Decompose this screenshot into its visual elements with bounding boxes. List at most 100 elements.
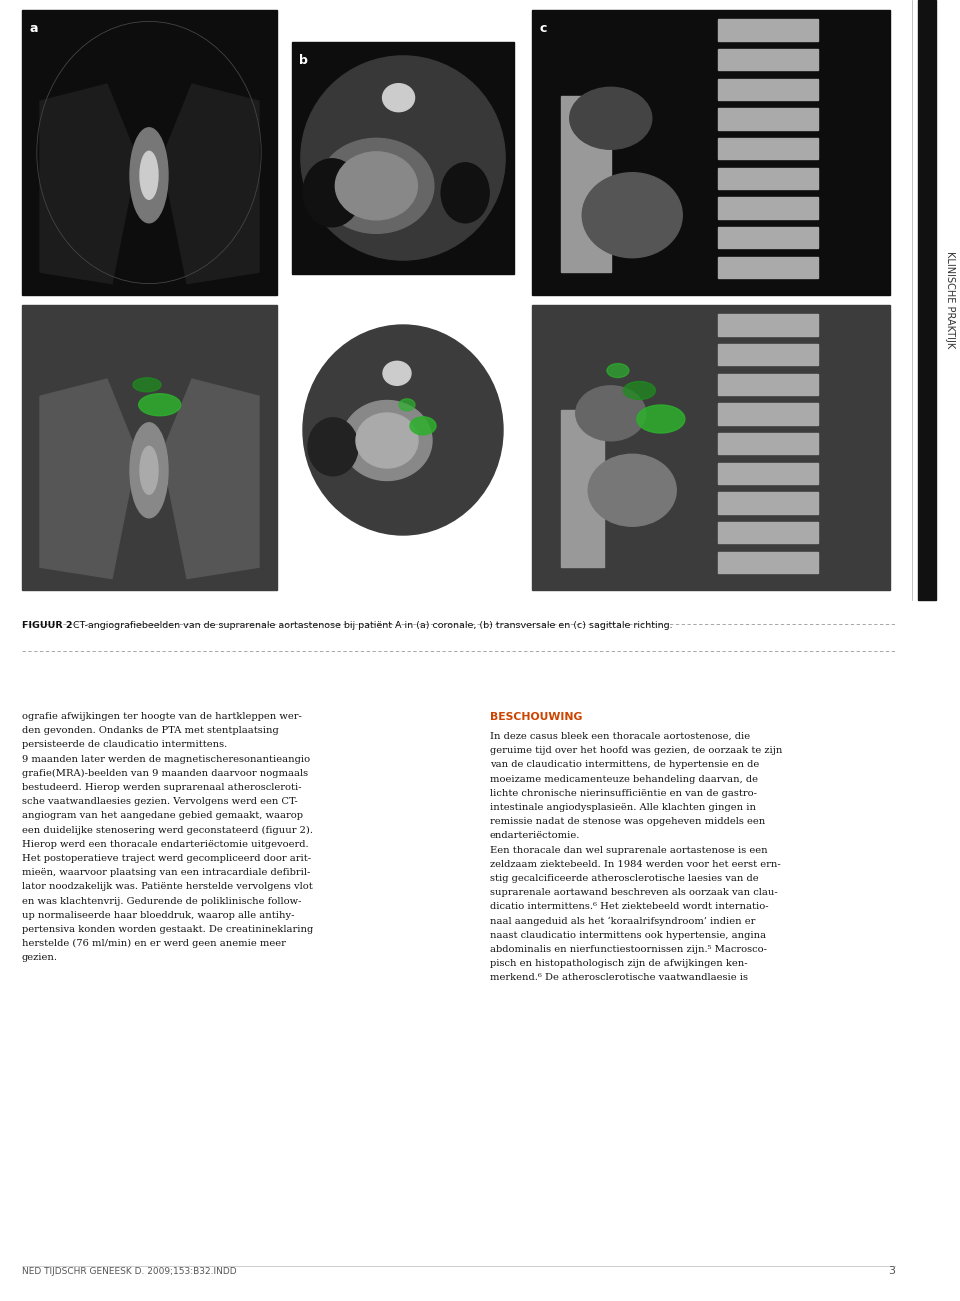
Bar bbox=[718, 433, 818, 454]
Text: In deze casus bleek een thoracale aortostenose, die: In deze casus bleek een thoracale aortos… bbox=[490, 732, 750, 742]
Text: persisteerde de claudicatio intermittens.: persisteerde de claudicatio intermittens… bbox=[22, 740, 228, 749]
Text: KLINISCHE PRAKTIJK: KLINISCHE PRAKTIJK bbox=[945, 251, 955, 349]
Bar bbox=[718, 373, 818, 396]
Ellipse shape bbox=[588, 454, 676, 526]
Text: lichte chronische nierinsufficiëntie en van de gastro-: lichte chronische nierinsufficiëntie en … bbox=[490, 788, 757, 798]
Ellipse shape bbox=[383, 362, 411, 385]
Text: a: a bbox=[29, 22, 37, 35]
Text: intestinale angiodysplasieën. Alle klachten gingen in: intestinale angiodysplasieën. Alle klach… bbox=[490, 803, 756, 812]
Ellipse shape bbox=[342, 401, 432, 480]
Bar bbox=[918, 0, 936, 600]
Bar bbox=[22, 10, 277, 295]
Ellipse shape bbox=[410, 416, 436, 435]
Text: Het postoperatieve traject werd gecompliceerd door arit-: Het postoperatieve traject werd gecompli… bbox=[22, 853, 311, 863]
Text: abdominalis en nierfunctiestoornissen zijn.⁵ Macrosco-: abdominalis en nierfunctiestoornissen zi… bbox=[490, 945, 767, 954]
Ellipse shape bbox=[140, 446, 158, 494]
Text: mieën, waarvoor plaatsing van een intracardiale defibril-: mieën, waarvoor plaatsing van een intrac… bbox=[22, 868, 310, 877]
Text: gezien.: gezien. bbox=[22, 954, 58, 963]
Polygon shape bbox=[40, 85, 137, 284]
Ellipse shape bbox=[399, 399, 415, 411]
Ellipse shape bbox=[582, 173, 683, 258]
Bar bbox=[292, 42, 514, 275]
Bar bbox=[718, 168, 818, 189]
Text: den gevonden. Ondanks de PTA met stentplaatsing: den gevonden. Ondanks de PTA met stentpl… bbox=[22, 726, 278, 735]
Text: up normaliseerde haar bloeddruk, waarop alle antihy-: up normaliseerde haar bloeddruk, waarop … bbox=[22, 911, 295, 920]
Text: naast claudicatio intermittens ook hypertensie, angina: naast claudicatio intermittens ook hyper… bbox=[490, 930, 766, 939]
Ellipse shape bbox=[303, 159, 361, 226]
Bar bbox=[718, 256, 818, 278]
Text: pisch en histopathologisch zijn de afwijkingen ken-: pisch en histopathologisch zijn de afwij… bbox=[490, 959, 748, 968]
Text: angiogram van het aangedane gebied gemaakt, waarop: angiogram van het aangedane gebied gemaa… bbox=[22, 812, 303, 821]
Text: Een thoracale dan wel suprarenale aortastenose is een: Een thoracale dan wel suprarenale aortas… bbox=[490, 846, 768, 855]
Polygon shape bbox=[40, 379, 137, 579]
Text: endarteriëctomie.: endarteriëctomie. bbox=[490, 831, 581, 840]
Bar bbox=[532, 10, 890, 295]
Text: stig gecalcificeerde atherosclerotische laesies van de: stig gecalcificeerde atherosclerotische … bbox=[490, 874, 758, 883]
Ellipse shape bbox=[132, 377, 161, 392]
Text: FIGUUR 2: FIGUUR 2 bbox=[22, 621, 73, 630]
Bar bbox=[718, 552, 818, 572]
Bar bbox=[718, 49, 818, 70]
Text: merkend.⁶ De atherosclerotische vaatwandlaesie is: merkend.⁶ De atherosclerotische vaatwand… bbox=[490, 973, 748, 982]
Polygon shape bbox=[162, 379, 259, 579]
Text: remissie nadat de stenose was opgeheven middels een: remissie nadat de stenose was opgeheven … bbox=[490, 817, 765, 826]
Ellipse shape bbox=[636, 405, 684, 433]
Text: Hierop werd een thoracale endarteriëctomie uitgevoerd.: Hierop werd een thoracale endarteriëcto… bbox=[22, 840, 308, 848]
Bar bbox=[532, 304, 890, 589]
Text: en was klachtenvrij. Gedurende de poliklinische follow-: en was klachtenvrij. Gedurende de polikl… bbox=[22, 896, 301, 905]
Ellipse shape bbox=[308, 418, 358, 476]
Ellipse shape bbox=[335, 152, 418, 220]
Text: grafie(MRA)-beelden van 9 maanden daarvoor nogmaals: grafie(MRA)-beelden van 9 maanden daarvo… bbox=[22, 769, 308, 778]
Text: suprarenale aortawand beschreven als oorzaak van clau-: suprarenale aortawand beschreven als oor… bbox=[490, 889, 778, 898]
Text: sche vaatwandlaesies gezien. Vervolgens werd een CT-: sche vaatwandlaesies gezien. Vervolgens … bbox=[22, 798, 298, 807]
Text: lator noodzakelijk was. Patiënte herstelde vervolgens vlot: lator noodzakelijk was. Patiënte herstel… bbox=[22, 882, 313, 891]
Bar bbox=[718, 463, 818, 484]
Bar bbox=[718, 226, 818, 248]
Ellipse shape bbox=[382, 83, 415, 112]
Text: herstelde (76 ml/min) en er werd geen anemie meer: herstelde (76 ml/min) en er werd geen an… bbox=[22, 939, 286, 948]
Bar bbox=[561, 410, 604, 567]
Text: ografie afwijkingen ter hoogte van de hartkleppen wer-: ografie afwijkingen ter hoogte van de ha… bbox=[22, 712, 301, 721]
Ellipse shape bbox=[319, 138, 434, 233]
Ellipse shape bbox=[138, 394, 180, 416]
Text: dicatio intermittens.⁶ Het ziektebeeld wordt internatio-: dicatio intermittens.⁶ Het ziektebeeld w… bbox=[490, 903, 769, 912]
Bar bbox=[718, 522, 818, 544]
Ellipse shape bbox=[140, 151, 158, 199]
Bar bbox=[718, 315, 818, 336]
Ellipse shape bbox=[576, 386, 646, 441]
Ellipse shape bbox=[303, 325, 503, 535]
Text: BESCHOUWING: BESCHOUWING bbox=[490, 712, 583, 722]
Bar bbox=[718, 20, 818, 40]
Ellipse shape bbox=[623, 381, 656, 399]
Text: pertensiva konden worden gestaakt. De creatinineklaring: pertensiva konden worden gestaakt. De cr… bbox=[22, 925, 313, 934]
Ellipse shape bbox=[300, 56, 505, 260]
Bar bbox=[718, 403, 818, 424]
Bar bbox=[718, 198, 818, 219]
Bar bbox=[561, 95, 611, 272]
Ellipse shape bbox=[607, 363, 629, 377]
Text: CT-angiografiebeelden van de suprarenale aortastenose bij patiënt A in (a) coron: CT-angiografiebeelden van de suprarenale… bbox=[70, 621, 673, 630]
Bar bbox=[718, 138, 818, 159]
Text: b: b bbox=[299, 55, 308, 66]
Text: moeizame medicamenteuze behandeling daarvan, de: moeizame medicamenteuze behandeling daar… bbox=[490, 774, 758, 783]
Bar bbox=[718, 108, 818, 130]
Bar bbox=[22, 304, 277, 589]
Text: naal aangeduid als het ‘koraalrifsyndroom’ indien er: naal aangeduid als het ‘koraalrifsyndroo… bbox=[490, 917, 756, 926]
Ellipse shape bbox=[356, 412, 418, 468]
Text: van de claudicatio intermittens, de hypertensie en de: van de claudicatio intermittens, de hype… bbox=[490, 760, 759, 769]
Bar bbox=[718, 343, 818, 366]
Text: geruime tijd over het hoofd was gezien, de oorzaak te zijn: geruime tijd over het hoofd was gezien, … bbox=[490, 747, 782, 755]
Text: c: c bbox=[539, 22, 546, 35]
Bar bbox=[718, 78, 818, 100]
Ellipse shape bbox=[130, 423, 168, 518]
Text: een duidelijke stenosering werd geconstateerd (figuur 2).: een duidelijke stenosering werd geconsta… bbox=[22, 826, 313, 835]
Text: bestudeerd. Hierop werden suprarenaal atheroscleroti-: bestudeerd. Hierop werden suprarenaal at… bbox=[22, 783, 301, 792]
Text: zeldzaam ziektebeeld. In 1984 werden voor het eerst ern-: zeldzaam ziektebeeld. In 1984 werden voo… bbox=[490, 860, 780, 869]
Text: 9 maanden later werden de magnetischeresonantieangio: 9 maanden later werden de magnetischeres… bbox=[22, 755, 310, 764]
Bar bbox=[718, 492, 818, 514]
Text: NED TIJDSCHR GENEESK D. 2009;153:B32.INDD: NED TIJDSCHR GENEESK D. 2009;153:B32.IND… bbox=[22, 1267, 236, 1276]
Ellipse shape bbox=[570, 87, 652, 150]
Ellipse shape bbox=[442, 163, 490, 222]
Polygon shape bbox=[162, 85, 259, 284]
Ellipse shape bbox=[130, 127, 168, 222]
